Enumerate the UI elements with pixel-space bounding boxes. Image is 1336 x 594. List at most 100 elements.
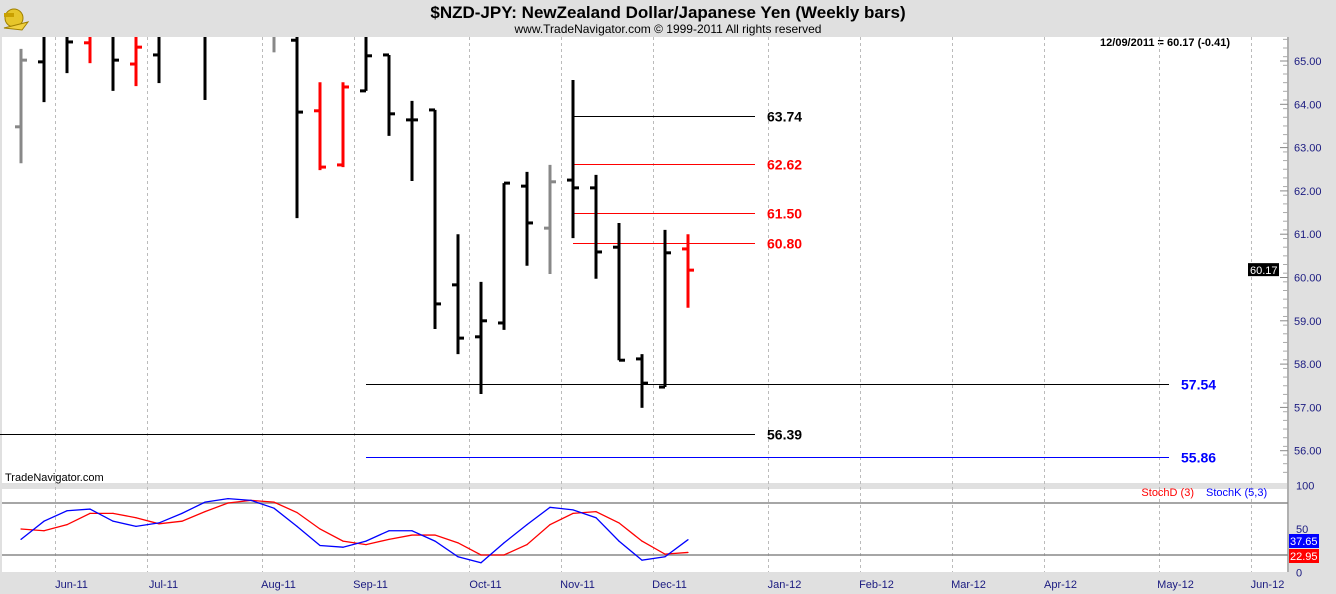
stoch-point [273,507,275,509]
stoch-point [250,499,252,501]
stoch-point [434,540,436,542]
watermark: TradeNavigator.com [5,472,104,484]
stoch-value-badge [1289,534,1319,548]
x-tick-label: Jun-11 [55,579,88,591]
x-tick-label: Oct-11 [469,579,501,591]
stoch-value-label: 37.65 [1290,536,1318,548]
stoch-series-line [20,497,689,564]
level-label: 61.50 [767,206,802,222]
copyright: www.TradeNavigator.com © 1999-2011 All r… [514,22,822,36]
x-tick-label: Apr-12 [1044,579,1077,591]
x-tick-label: Dec-11 [652,579,687,591]
stoch-point [66,524,68,526]
logo-sextant-icon [3,8,30,31]
ohlc-bar [521,171,533,266]
stoch-point [434,534,436,536]
stoch-series-line [20,499,689,556]
ohlc-bar [65,37,73,74]
y-tick-label: 65.00 [1294,56,1322,68]
stoch-point [273,501,275,503]
ohlc-bar [337,82,349,168]
y-tick-label: 59.00 [1294,316,1322,328]
stoch-point [204,511,206,513]
ohlc-bar [314,82,326,171]
level-label: 57.54 [1181,377,1216,393]
stoch-point [342,546,344,548]
x-tick-label: Jan-12 [768,579,802,591]
level-label: 63.74 [767,109,802,125]
ohlc-bar [111,37,119,91]
x-tick-label: Feb-12 [859,579,894,591]
stoch-point [296,511,298,514]
last-quote: 12/09/2011 = 60.17 (-0.41) [1100,37,1230,49]
stoch-point [388,530,390,532]
y-tick-label: 57.00 [1294,402,1322,414]
stoch-point [227,502,229,504]
stoch-point [457,556,459,558]
stoch-point [181,512,183,514]
y-tick-label: 56.00 [1294,446,1322,458]
legend-stochd: StochD (3) [1141,487,1194,499]
price-panel [2,37,1288,483]
y-tick-label: 61.00 [1294,229,1322,241]
ohlc-bar [84,37,92,64]
stoch-point [572,512,574,514]
stoch-point [296,525,298,527]
level-label: 56.39 [767,427,802,443]
stoch-point [503,554,505,556]
stoch-point [181,520,183,522]
stoch-point [89,512,91,514]
stoch-point [43,520,45,522]
stoch-point [480,554,482,556]
stoch-point [503,542,505,544]
stoch-point [227,498,229,500]
stoch-point [135,517,137,519]
stoch-point [595,511,597,513]
stoch-point [112,512,114,514]
stoch-point [457,542,459,544]
ohlc-bar [130,37,142,87]
stoch-point [365,540,367,542]
stoch-point [66,510,68,512]
stoch-point [687,539,689,541]
y-tick-label: 62.00 [1294,186,1322,198]
stoch-point [641,540,643,542]
stoch-point [526,524,528,526]
stoch-point [664,556,666,558]
stoch-point [595,517,597,519]
ohlc-bar [360,37,372,93]
stoch-point [618,540,620,542]
stoch-value-badge [1289,549,1319,563]
ohlc-bar [544,164,556,275]
stoch-y-label: 0 [1296,567,1302,579]
ohlc-bar [636,354,648,408]
stoch-point [411,534,413,536]
y-tick-label: 58.00 [1294,359,1322,371]
stoch-value-label: 22.95 [1290,551,1318,563]
stoch-point [112,520,114,522]
stoch-point [342,540,344,542]
ohlc-bar [682,234,694,308]
stoch-point [618,522,620,524]
stoch-point [480,562,482,564]
stoch-point [572,509,574,511]
stoch-point [43,530,45,532]
ohlc-bar [291,37,303,219]
x-tick-label: Jun-12 [1251,579,1285,591]
ohlc-bar [153,37,161,84]
stoch-point [319,544,321,547]
legend-stochk: StochK (5,3) [1206,487,1267,499]
stoch-point [687,551,689,554]
x-tick-label: Sep-11 [353,579,388,591]
ohlc-bar [383,53,395,136]
stoch-point [158,522,160,524]
stoch-point [549,524,551,526]
stoch-y-label: 50 [1296,524,1308,536]
level-label: 62.62 [767,157,802,173]
ohlc-bar [475,281,487,394]
stoch-point [365,543,367,546]
stoch-point [549,506,551,508]
stoch-point [641,559,643,561]
stoch-point [319,528,321,530]
